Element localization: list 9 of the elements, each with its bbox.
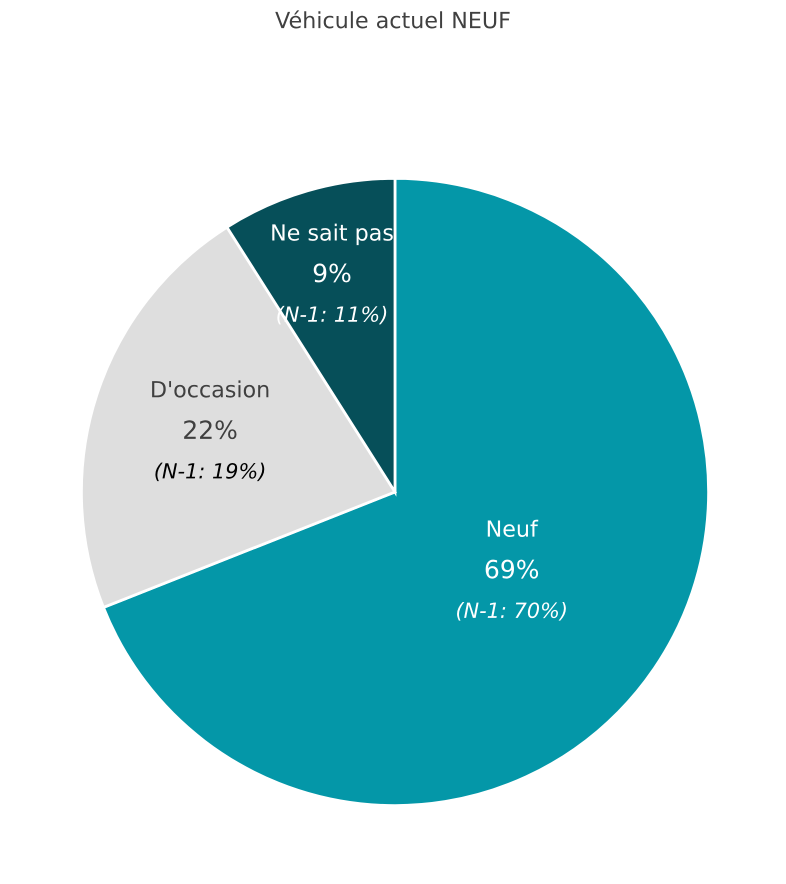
slice-label: D'occasion bbox=[152, 380, 268, 398]
slice-label: Ne sait pas bbox=[272, 224, 393, 246]
data-label: 9% bbox=[314, 264, 350, 282]
text: (N-1: 70%) bbox=[457, 602, 566, 621]
data-label: 22% bbox=[184, 420, 236, 440]
data-label: 69% bbox=[486, 560, 538, 579]
text: (N-1: 19%) bbox=[155, 462, 264, 482]
chart-title: Véhicule actuel NEUF bbox=[275, 10, 510, 28]
slice-label: Neuf bbox=[488, 520, 538, 537]
